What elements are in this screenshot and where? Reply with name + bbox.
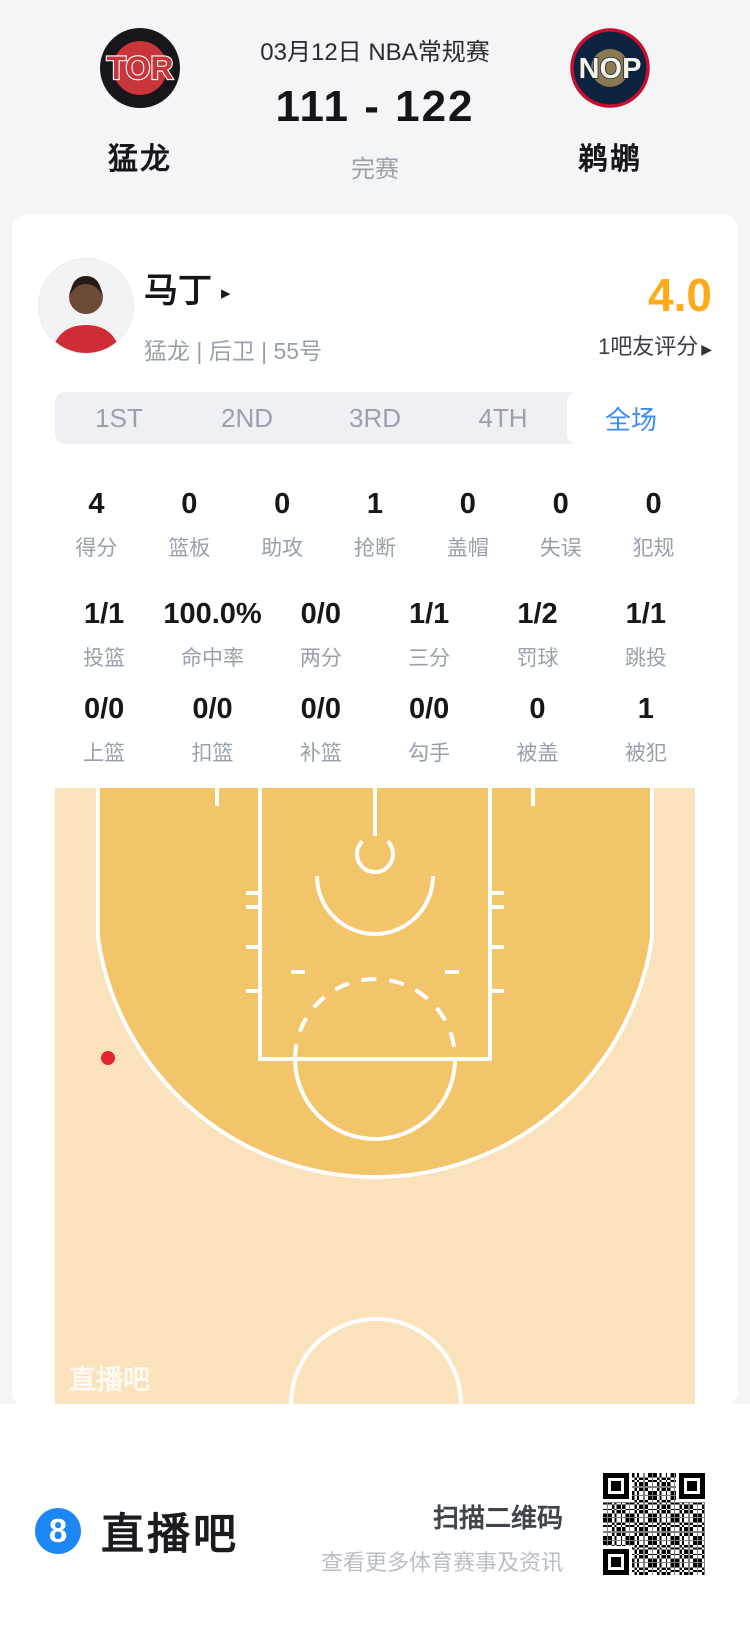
link-arrow-icon: ▶ bbox=[701, 341, 712, 357]
stat-points: 4 得分 bbox=[75, 488, 118, 561]
qr-subtitle: 查看更多体育赛事及资讯 bbox=[320, 1550, 563, 1575]
stat-fg: 1/1 投篮 bbox=[83, 598, 126, 671]
stat-putback: 0/0 补篮 bbox=[299, 693, 342, 766]
stat-fg-pct: 100.0% 命中率 bbox=[163, 598, 262, 671]
stat-rebounds: 0 篮板 bbox=[168, 488, 211, 561]
match-info: 03月12日 NBA常规赛 111 - 122 完赛 bbox=[200, 32, 550, 184]
stat-row-basic: 4 得分 0 篮板 0 助攻 1 抢断 0 盖帽 0 失误 0 犯规 bbox=[50, 490, 700, 562]
brand-logo-icon: 8 bbox=[35, 1508, 81, 1554]
home-team-logo-icon: TOR bbox=[100, 28, 180, 108]
away-team-logo-icon: NOP bbox=[570, 28, 650, 108]
brand: 8 直播吧 bbox=[35, 1500, 239, 1562]
match-title: 03月12日 NBA常规赛 bbox=[260, 39, 490, 66]
qr-finder-icon bbox=[679, 1473, 705, 1499]
stat-2pt: 0/0 两分 bbox=[299, 598, 342, 671]
stat-3pt: 1/1 三分 bbox=[408, 598, 451, 671]
qr-finder-icon bbox=[603, 1549, 629, 1575]
stat-assists: 0 助攻 bbox=[261, 488, 304, 561]
svg-text:NOP: NOP bbox=[579, 53, 642, 85]
svg-text:TOR: TOR bbox=[107, 50, 174, 86]
player-meta: 猛龙 | 后卫 | 55号 bbox=[144, 338, 323, 364]
qr-finder-icon bbox=[603, 1473, 629, 1499]
away-team[interactable]: NOP 鹈鹕 bbox=[530, 28, 690, 178]
stat-dunk: 0/0 扣篮 bbox=[191, 693, 234, 766]
ft-circle-solid bbox=[293, 1058, 457, 1141]
stat-layup: 0/0 上篮 bbox=[83, 693, 126, 766]
qr-title: 扫描二维码 bbox=[432, 1503, 563, 1533]
match-score: 111 - 122 bbox=[275, 82, 475, 131]
footer: 8 直播吧 扫描二维码 查看更多体育赛事及资讯 bbox=[0, 1404, 750, 1629]
tab-2nd[interactable]: 2ND bbox=[220, 402, 273, 433]
half-court-circle bbox=[289, 1317, 463, 1405]
stat-turnovers: 0 失误 bbox=[539, 488, 582, 561]
player-stats-card: 马丁 ▸ 猛龙 | 后卫 | 55号 4.0 1吧友评分 ▶ 1ST 2ND 3RD… bbox=[12, 214, 738, 1407]
rating-link[interactable]: 1吧友评分 ▶ bbox=[597, 334, 712, 359]
stat-blocks: 0 盖帽 bbox=[446, 488, 489, 561]
stat-fouls: 0 犯规 bbox=[632, 488, 675, 561]
shot-chart-court: 直播吧 bbox=[55, 782, 695, 1405]
tab-full-game[interactable]: 全场 bbox=[567, 392, 695, 444]
stat-row-shooting: 1/1 投篮 100.0% 命中率 0/0 两分 1/1 三分 1/2 罚球 1/1 跳投 bbox=[50, 600, 700, 672]
home-team[interactable]: TOR 猛龙 bbox=[60, 28, 220, 178]
home-team-name: 猛龙 bbox=[108, 143, 172, 176]
restricted-arc bbox=[315, 875, 435, 936]
tab-1st[interactable]: 1ST bbox=[95, 402, 143, 433]
expand-arrow-icon: ▸ bbox=[221, 283, 231, 304]
brand-name: 直播吧 bbox=[101, 1511, 239, 1559]
rating-block: 4.0 1吧友评分 ▶ bbox=[598, 272, 712, 361]
qr-code bbox=[600, 1470, 708, 1578]
stat-hook: 0/0 勾手 bbox=[408, 693, 451, 766]
stat-got-blocked: 0 被盖 bbox=[516, 693, 559, 766]
stat-steals: 1 抢断 bbox=[353, 488, 396, 561]
tab-3rd[interactable]: 3RD bbox=[348, 402, 401, 433]
stat-row-shot-types: 0/0 上篮 0/0 扣篮 0/0 补篮 0/0 勾手 0 被盖 1 被犯 bbox=[50, 695, 700, 767]
player-name[interactable]: 马丁 ▸ bbox=[144, 272, 231, 310]
quarter-tabbar: 1ST 2ND 3RD 4TH 全场 bbox=[55, 392, 695, 444]
court-watermark: 直播吧 bbox=[69, 1365, 150, 1395]
ft-circle-dashed bbox=[293, 977, 457, 1060]
rim-arc bbox=[355, 839, 395, 874]
made-shot-dot bbox=[101, 1051, 115, 1065]
stat-ft: 1/2 罚球 bbox=[516, 598, 559, 671]
rating-value: 4.0 bbox=[648, 269, 712, 321]
away-team-name: 鹈鹕 bbox=[578, 143, 642, 176]
player-avatar[interactable] bbox=[38, 258, 134, 354]
tab-4th[interactable]: 4TH bbox=[478, 402, 528, 433]
match-status: 完赛 bbox=[351, 156, 399, 183]
stat-jumpshot: 1/1 跳投 bbox=[624, 598, 667, 671]
qr-caption: 扫描二维码 查看更多体育赛事及资讯 bbox=[321, 1498, 563, 1577]
stat-fouled: 1 被犯 bbox=[624, 693, 667, 766]
three-point-line bbox=[96, 788, 654, 1180]
